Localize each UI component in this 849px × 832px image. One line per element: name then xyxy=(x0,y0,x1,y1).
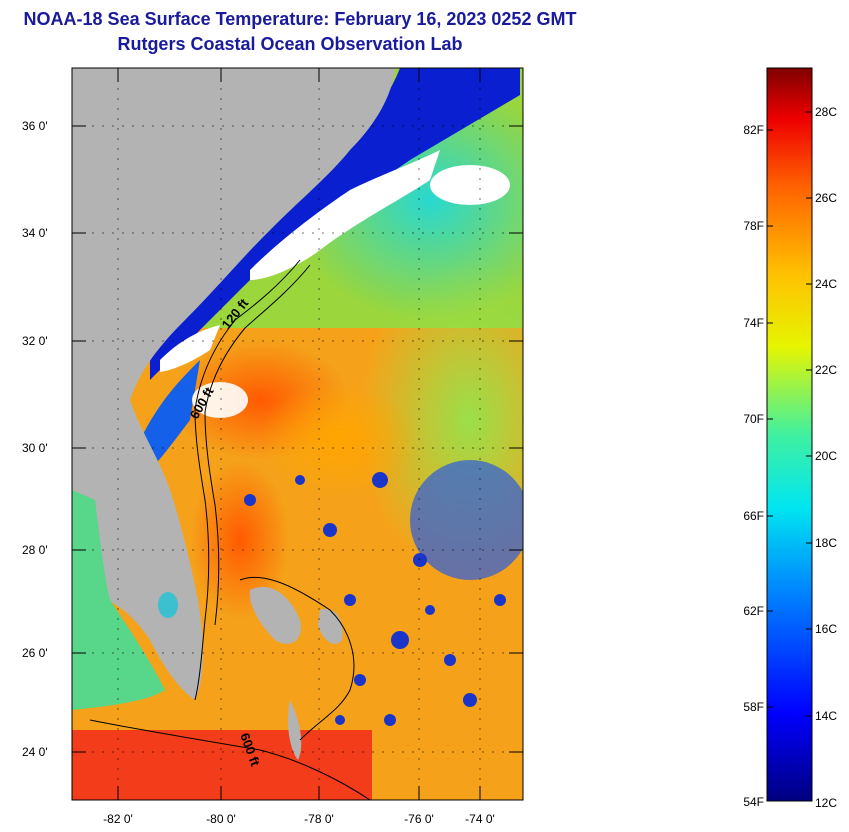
cloud-patch-4 xyxy=(160,325,220,372)
lat-label-34: 34 0' xyxy=(22,226,48,240)
colorbar-label-54f: 54F xyxy=(743,795,764,809)
gulf-of-mexico-water xyxy=(72,490,165,710)
lon-label-80: -80 0' xyxy=(206,812,236,826)
colorbar-label-24c: 24C xyxy=(815,277,838,291)
colorbar-label-66f: 66F xyxy=(743,509,764,523)
map-frame xyxy=(71,67,524,801)
cold-eddy xyxy=(410,460,523,580)
shelf-water-south xyxy=(140,360,200,470)
lon-label-76: -76 0' xyxy=(404,812,434,826)
map-subtitle: Rutgers Coastal Ocean Observation Lab xyxy=(117,34,463,54)
lat-label-26: 26 0' xyxy=(22,646,48,660)
warm-water-core xyxy=(260,380,420,500)
map-area xyxy=(72,68,523,800)
lon-label-78: -78 0' xyxy=(304,812,334,826)
lat-label-36: 36 0' xyxy=(22,119,48,133)
colorbar-label-18c: 18C xyxy=(815,536,838,550)
lat-label-30: 30 0' xyxy=(22,441,48,455)
lon-ticks xyxy=(117,68,481,800)
colorbar-label-28c: 28C xyxy=(815,105,838,119)
colorbar-label-22c: 22C xyxy=(815,363,838,377)
colorbar-label-12c: 12C xyxy=(815,796,838,810)
colorbar xyxy=(766,67,813,802)
colorbar-label-82f: 82F xyxy=(743,123,764,137)
florida-straits-warm xyxy=(72,730,372,800)
lon-label-74: -74 0' xyxy=(465,812,495,826)
colorbar-label-14c: 14C xyxy=(815,709,838,723)
colorbar-label-20c: 20C xyxy=(815,449,838,463)
cloud-patch-1 xyxy=(250,150,440,280)
lon-label-82: -82 0' xyxy=(103,812,133,826)
cold-spots xyxy=(244,472,506,726)
lat-label-24: 24 0' xyxy=(22,745,48,759)
grid-lines xyxy=(72,68,523,800)
colorbar-label-70f: 70F xyxy=(743,412,764,426)
colorbar-label-26c: 26C xyxy=(815,191,838,205)
gulf-stream-warm-2 xyxy=(190,460,290,620)
land-bahamas-1 xyxy=(249,586,301,644)
lat-label-32: 32 0' xyxy=(22,334,48,348)
cloud-patch-2 xyxy=(430,165,510,205)
colorbar-label-62f: 62F xyxy=(743,604,764,618)
land-bahamas-3 xyxy=(287,700,302,760)
colorbar-label-16c: 16C xyxy=(815,622,838,636)
colorbar-label-74f: 74F xyxy=(743,316,764,330)
cold-shelf-water xyxy=(150,68,520,380)
colorbar-ticks xyxy=(767,111,812,717)
lat-label-28: 28 0' xyxy=(22,543,48,557)
colorbar-label-58f: 58F xyxy=(743,700,764,714)
map-title: NOAA-18 Sea Surface Temperature: Februar… xyxy=(23,9,577,29)
colorbar-label-78f: 78F xyxy=(743,219,764,233)
depth-contours xyxy=(89,259,371,800)
lake-okeechobee xyxy=(158,592,178,618)
land-us-east-coast xyxy=(72,68,395,700)
